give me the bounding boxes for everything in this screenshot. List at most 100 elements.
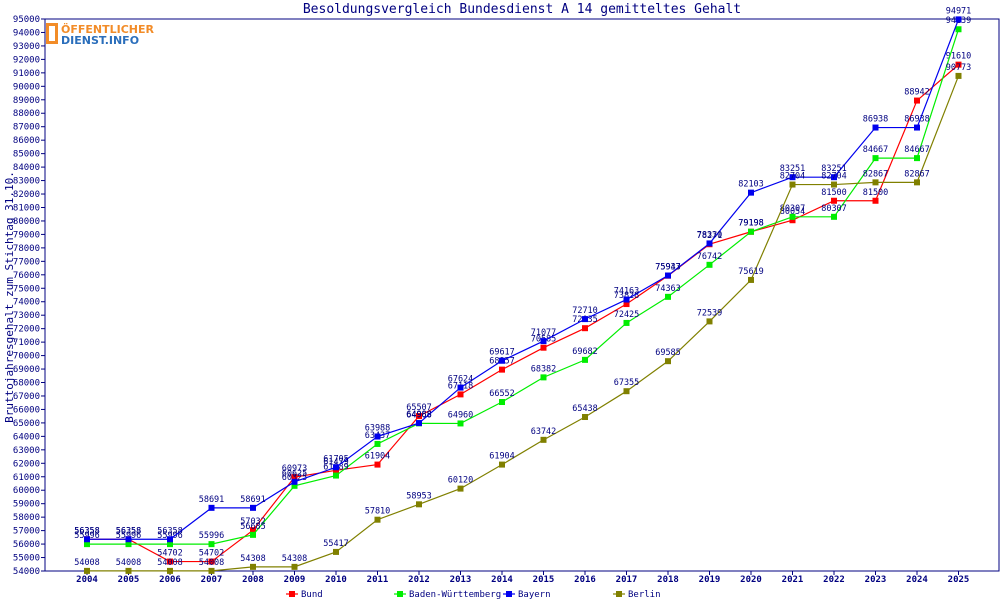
data-point xyxy=(831,174,837,181)
data-label: 82867 xyxy=(904,169,930,179)
data-label: 75619 xyxy=(738,267,764,277)
y-tick-label: 85000 xyxy=(13,150,40,160)
x-tick-label: 2012 xyxy=(408,575,430,585)
legend-swatch xyxy=(506,591,512,597)
data-point xyxy=(540,374,547,381)
legend-label: Bund xyxy=(301,590,323,600)
data-label: 54308 xyxy=(282,554,308,564)
x-tick-label: 2004 xyxy=(76,575,98,585)
y-tick-label: 54000 xyxy=(13,567,40,577)
data-point xyxy=(706,318,713,325)
y-tick-label: 87000 xyxy=(13,123,40,133)
data-label: 78330 xyxy=(697,230,723,240)
data-label: 63988 xyxy=(365,424,391,434)
data-point xyxy=(250,563,256,570)
data-label: 55996 xyxy=(116,531,142,541)
data-label: 94971 xyxy=(946,6,972,16)
data-label: 86938 xyxy=(863,115,889,125)
data-point xyxy=(623,296,630,303)
data-label: 55996 xyxy=(74,531,100,541)
y-tick-label: 89000 xyxy=(13,96,40,106)
y-tick-label: 67000 xyxy=(13,392,40,402)
data-label: 61705 xyxy=(323,454,349,464)
data-label: 69585 xyxy=(655,348,681,358)
y-tick-label: 86000 xyxy=(13,136,40,146)
data-point xyxy=(706,240,713,247)
data-point xyxy=(789,217,796,224)
y-tick-label: 79000 xyxy=(13,230,40,240)
y-tick-label: 82000 xyxy=(13,190,40,200)
x-tick-label: 2005 xyxy=(118,575,140,585)
x-tick-label: 2006 xyxy=(159,575,181,585)
data-point xyxy=(540,344,547,351)
data-label: 54008 xyxy=(74,558,100,568)
x-tick-label: 2014 xyxy=(491,575,513,585)
data-label: 75947 xyxy=(655,263,681,273)
y-tick-label: 77000 xyxy=(13,257,40,267)
y-tick-label: 76000 xyxy=(13,271,40,281)
y-tick-label: 92000 xyxy=(13,55,40,65)
data-label: 84667 xyxy=(863,145,889,155)
data-point xyxy=(748,189,754,196)
data-point xyxy=(457,420,464,427)
data-point xyxy=(333,464,339,471)
data-point xyxy=(499,366,505,373)
data-point xyxy=(291,474,298,481)
y-tick-label: 65000 xyxy=(13,419,40,429)
y-tick-label: 94000 xyxy=(13,28,40,38)
series-group: 56358 56358 54702 54702 57032 60973 61479 61904… xyxy=(74,6,971,574)
data-label: 90773 xyxy=(946,63,972,73)
data-point xyxy=(789,181,796,188)
data-point xyxy=(623,301,630,308)
data-label: 56358 xyxy=(116,526,142,536)
data-label: 76742 xyxy=(697,252,723,262)
y-tick-label: 73000 xyxy=(13,311,40,321)
y-tick-label: 62000 xyxy=(13,459,40,469)
data-label: 55996 xyxy=(157,531,183,541)
series-2: 5599655996559965599656685603256108963437… xyxy=(74,16,971,548)
y-tick-label: 56000 xyxy=(13,540,40,550)
legend-item: Berlin xyxy=(613,590,661,600)
data-point xyxy=(374,461,381,468)
y-axis: 54000 55000 56000 57000 58000 59000 60000 61000… xyxy=(13,15,45,577)
logo-badge-inner xyxy=(49,26,55,41)
data-label: 61904 xyxy=(365,452,391,462)
data-label: 79198 xyxy=(738,219,764,229)
data-label: 60325 xyxy=(282,473,308,483)
y-tick-label: 81000 xyxy=(13,203,40,213)
y-tick-label: 72000 xyxy=(13,325,40,335)
y-tick-label: 63000 xyxy=(13,446,40,456)
data-label: 86938 xyxy=(904,115,930,125)
data-point xyxy=(499,357,505,364)
data-label: 67624 xyxy=(448,375,474,385)
data-point xyxy=(167,541,173,548)
data-label: 66552 xyxy=(489,389,515,399)
data-label: 69682 xyxy=(572,347,598,357)
legend-swatch xyxy=(289,591,295,597)
x-axis: 2004 2005 2006 2007 2008 2009 2010 2011 2012 2013… xyxy=(76,571,969,585)
data-label: 54702 xyxy=(199,549,225,559)
x-tick-label: 2019 xyxy=(699,575,721,585)
data-point xyxy=(250,531,256,538)
data-label: 71077 xyxy=(531,328,557,338)
legend-label: Berlin xyxy=(628,590,661,600)
y-tick-label: 95000 xyxy=(13,15,40,25)
data-point xyxy=(789,174,796,181)
data-label: 64968 xyxy=(406,410,432,420)
data-point xyxy=(582,414,588,421)
data-point xyxy=(665,293,671,300)
data-point xyxy=(914,124,920,131)
data-label: 80307 xyxy=(780,204,806,214)
data-point xyxy=(789,213,796,220)
data-point xyxy=(84,541,90,548)
series-line xyxy=(87,64,959,563)
data-point xyxy=(914,97,920,104)
data-point xyxy=(914,179,920,186)
x-tick-label: 2008 xyxy=(242,575,264,585)
x-tick-label: 2017 xyxy=(616,575,638,585)
data-point xyxy=(250,527,256,534)
y-tick-label: 64000 xyxy=(13,432,40,442)
legend-label: Baden-Württemberg xyxy=(409,590,501,600)
data-point xyxy=(250,504,256,511)
